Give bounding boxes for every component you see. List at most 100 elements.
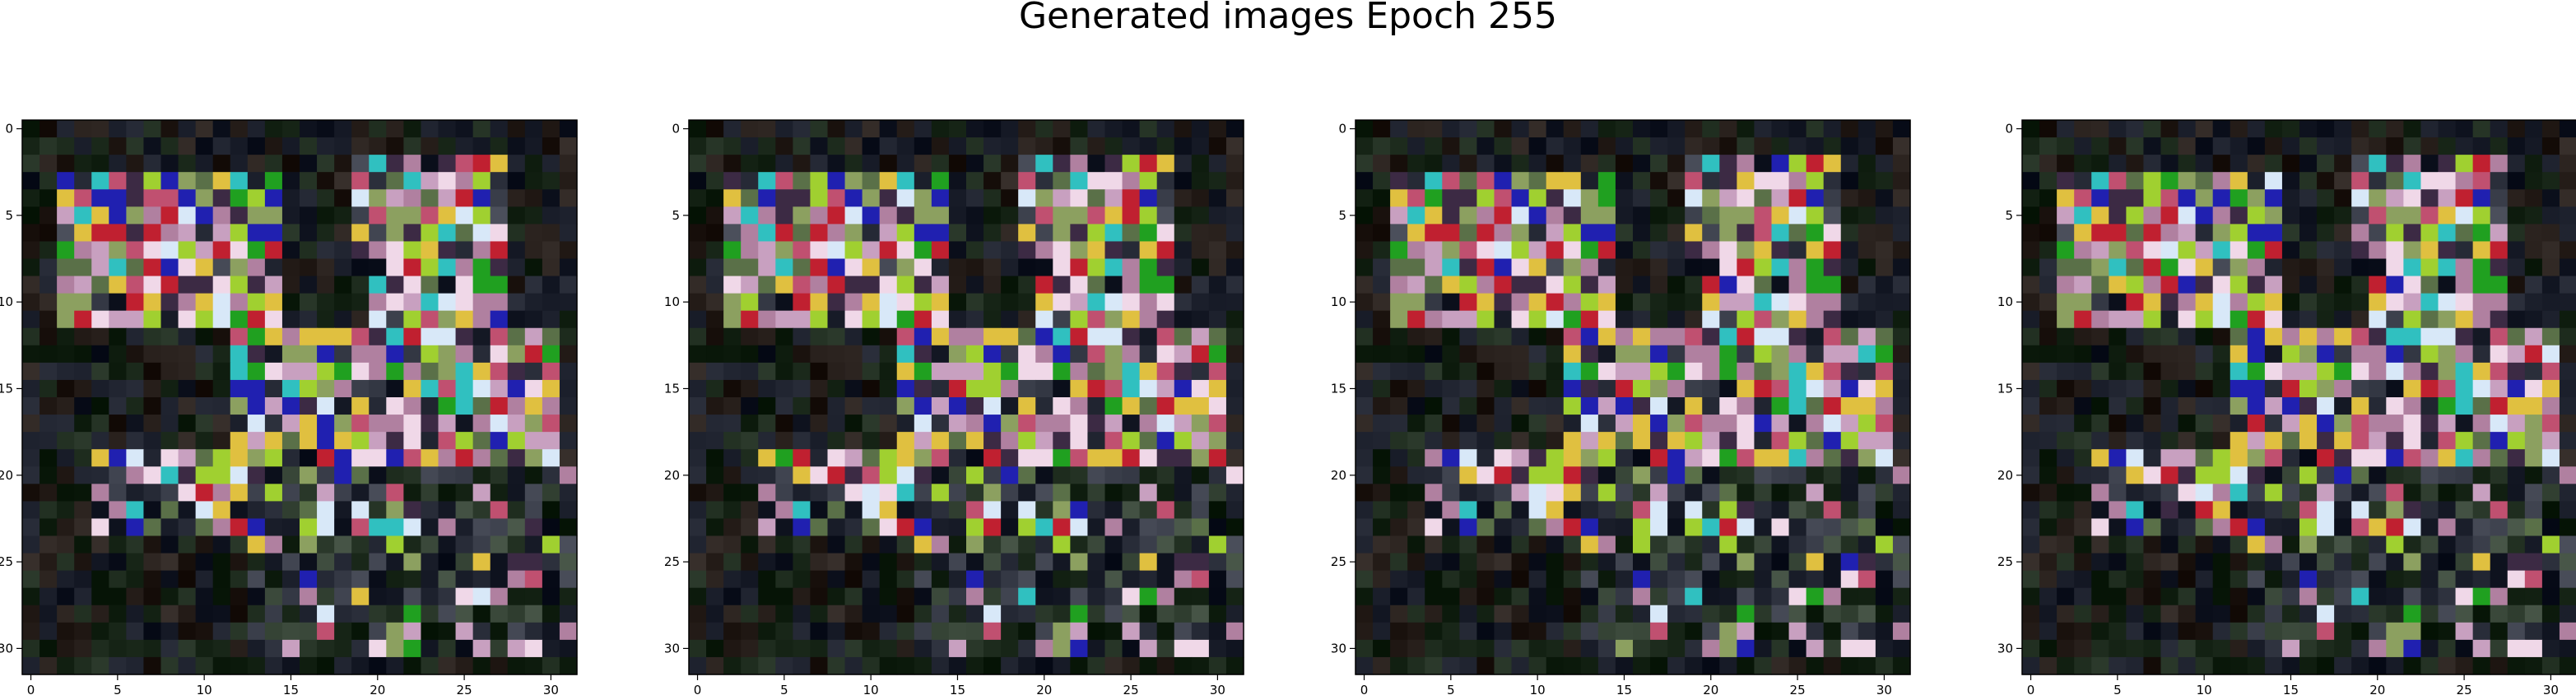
- image-pixel: [966, 363, 984, 381]
- image-pixel: [1650, 224, 1668, 242]
- image-pixel: [914, 363, 932, 381]
- image-pixel: [2351, 554, 2369, 572]
- image-pixel: [2230, 259, 2248, 277]
- image-pixel: [1192, 536, 1210, 554]
- image-pixel: [1123, 536, 1141, 554]
- image-pixel: [1226, 397, 1244, 415]
- image-pixel: [1390, 432, 1408, 450]
- image-pixel: [2490, 432, 2509, 450]
- image-pixel: [1442, 657, 1460, 675]
- image-pixel: [932, 172, 950, 190]
- image-pixel: [126, 554, 144, 572]
- image-pixel: [40, 155, 58, 173]
- image-pixel: [1355, 172, 1374, 190]
- image-pixel: [1858, 536, 1876, 554]
- image-pixel: [22, 137, 40, 155]
- image-pixel: [2386, 294, 2404, 312]
- image-pixel: [317, 276, 335, 294]
- image-pixel: [2420, 363, 2439, 381]
- image-pixel: [2196, 571, 2214, 589]
- image-pixel: [845, 588, 863, 606]
- image-pixel: [213, 380, 231, 398]
- image-pixel: [2230, 518, 2248, 536]
- image-pixel: [966, 328, 984, 346]
- image-pixel: [1140, 657, 1158, 675]
- image-pixel: [74, 501, 92, 519]
- image-pixel: [1841, 294, 1859, 312]
- image-pixel: [1893, 588, 1911, 606]
- image-pixel: [1442, 259, 1460, 277]
- image-pixel: [1633, 363, 1651, 381]
- image-pixel: [689, 623, 707, 641]
- image-pixel: [706, 120, 724, 138]
- image-pixel: [2109, 380, 2127, 398]
- image-pixel: [1772, 415, 1790, 433]
- image-pixel: [439, 241, 457, 259]
- image-pixel: [1209, 449, 1227, 467]
- image-pixel: [1685, 432, 1703, 450]
- image-pixel: [1373, 276, 1391, 294]
- image-pixel: [949, 501, 967, 519]
- image-pixel: [1140, 155, 1158, 173]
- image-pixel: [1564, 588, 1582, 606]
- image-pixel: [560, 345, 578, 364]
- image-pixel: [2351, 294, 2369, 312]
- image-pixel: [2196, 345, 2214, 364]
- image-pixel: [863, 328, 881, 346]
- image-pixel: [2248, 155, 2266, 173]
- image-pixel: [1209, 432, 1227, 450]
- image-pixel: [2334, 657, 2352, 675]
- image-pixel: [2317, 120, 2335, 138]
- image-pixel: [265, 554, 283, 572]
- image-pixel: [230, 588, 249, 606]
- image-pixel: [1598, 554, 1616, 572]
- image-pixel: [1893, 120, 1911, 138]
- image-pixel: [1373, 415, 1391, 433]
- image-pixel: [775, 605, 793, 623]
- image-pixel: [1806, 554, 1825, 572]
- image-pixel: [2022, 206, 2040, 225]
- image-pixel: [1192, 484, 1210, 502]
- image-pixel: [542, 206, 560, 225]
- image-pixel: [1174, 657, 1193, 675]
- image-pixel: [1018, 657, 1036, 675]
- image-pixel: [2161, 397, 2179, 415]
- image-pixel: [897, 328, 915, 346]
- image-pixel: [421, 466, 439, 484]
- image-pixel: [2109, 432, 2127, 450]
- image-pixel: [213, 189, 231, 207]
- image-pixel: [1719, 484, 1737, 502]
- image-pixel: [2143, 189, 2161, 207]
- image-pixel: [2386, 172, 2404, 190]
- image-pixel: [828, 536, 846, 554]
- image-pixel: [542, 501, 560, 519]
- image-pixel: [880, 172, 898, 190]
- image-pixel: [161, 363, 179, 381]
- image-pixel: [1123, 224, 1141, 242]
- image-pixel: [2109, 155, 2127, 173]
- image-pixel: [1140, 415, 1158, 433]
- image-pixel: [1174, 276, 1193, 294]
- image-pixel: [1123, 380, 1141, 398]
- image-pixel: [1858, 466, 1876, 484]
- image-pixel: [265, 536, 283, 554]
- image-pixel: [300, 605, 318, 623]
- image-pixel: [1581, 294, 1599, 312]
- image-pixel: [2439, 241, 2457, 259]
- image-pixel: [369, 554, 387, 572]
- image-pixel: [2560, 259, 2576, 277]
- image-pixel: [1737, 120, 1755, 138]
- image-pixel: [793, 137, 811, 155]
- image-pixel: [1876, 137, 1894, 155]
- image-pixel: [2351, 432, 2369, 450]
- image-pixel: [2334, 294, 2352, 312]
- image-pixel: [1633, 259, 1651, 277]
- image-pixel: [2299, 571, 2318, 589]
- image-pixel: [439, 501, 457, 519]
- image-pixel: [22, 501, 40, 519]
- image-pixel: [775, 571, 793, 589]
- image-pixel: [1876, 328, 1894, 346]
- image-pixel: [2109, 484, 2127, 502]
- image-pixel: [1495, 206, 1513, 225]
- image-pixel: [508, 206, 526, 225]
